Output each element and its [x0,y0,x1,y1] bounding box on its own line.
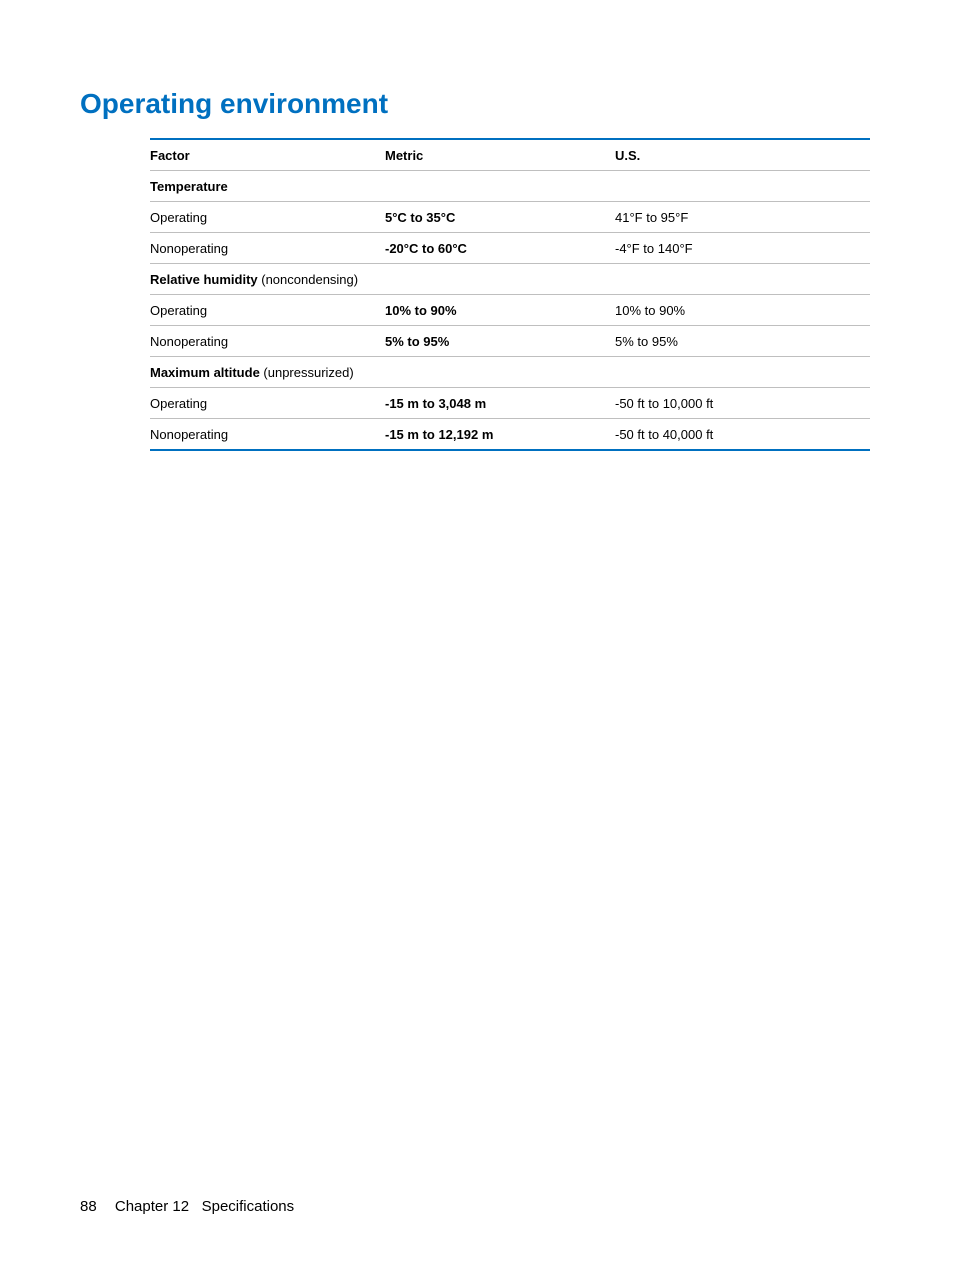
table-row: Operating 5°C to 35°C 41°F to 95°F [150,202,870,233]
section-row-altitude: Maximum altitude (unpressurized) [150,357,870,388]
cell-metric: -15 m to 12,192 m [385,427,615,442]
cell-us: 5% to 95% [615,334,870,349]
cell-factor: Operating [150,396,385,411]
page-footer: 88 Chapter 12 Specifications [80,1198,294,1215]
section-row-temperature: Temperature [150,171,870,202]
chapter-label: Chapter 12 [115,1198,189,1215]
table-row: Operating -15 m to 3,048 m -50 ft to 10,… [150,388,870,419]
page-number: 88 [80,1198,97,1215]
table-row: Operating 10% to 90% 10% to 90% [150,295,870,326]
section-label-text: Relative humidity [150,272,258,287]
cell-us: -50 ft to 10,000 ft [615,396,870,411]
cell-metric: 10% to 90% [385,303,615,318]
col-header-metric: Metric [385,148,615,163]
section-sub-text: (unpressurized) [260,365,354,380]
chapter-title: Specifications [202,1198,295,1215]
cell-metric: 5°C to 35°C [385,210,615,225]
table-row: Nonoperating 5% to 95% 5% to 95% [150,326,870,357]
section-label: Maximum altitude (unpressurized) [150,365,385,380]
cell-factor: Nonoperating [150,334,385,349]
section-label: Temperature [150,179,385,194]
section-sub-text: (noncondensing) [258,272,358,287]
table-row: Nonoperating -20°C to 60°C -4°F to 140°F [150,233,870,264]
spec-table: Factor Metric U.S. Temperature Operating… [150,138,870,451]
section-label-text: Temperature [150,179,228,194]
table-header-row: Factor Metric U.S. [150,140,870,171]
section-label-text: Maximum altitude [150,365,260,380]
cell-factor: Nonoperating [150,241,385,256]
table-row: Nonoperating -15 m to 12,192 m -50 ft to… [150,419,870,451]
cell-us: -50 ft to 40,000 ft [615,427,870,442]
section-title: Operating environment [80,88,874,120]
section-label: Relative humidity (noncondensing) [150,272,385,287]
cell-metric: -15 m to 3,048 m [385,396,615,411]
cell-metric: 5% to 95% [385,334,615,349]
cell-us: -4°F to 140°F [615,241,870,256]
section-row-humidity: Relative humidity (noncondensing) [150,264,870,295]
col-header-us: U.S. [615,148,870,163]
col-header-factor: Factor [150,148,385,163]
cell-us: 10% to 90% [615,303,870,318]
cell-us: 41°F to 95°F [615,210,870,225]
cell-factor: Operating [150,303,385,318]
cell-factor: Nonoperating [150,427,385,442]
cell-metric: -20°C to 60°C [385,241,615,256]
cell-factor: Operating [150,210,385,225]
